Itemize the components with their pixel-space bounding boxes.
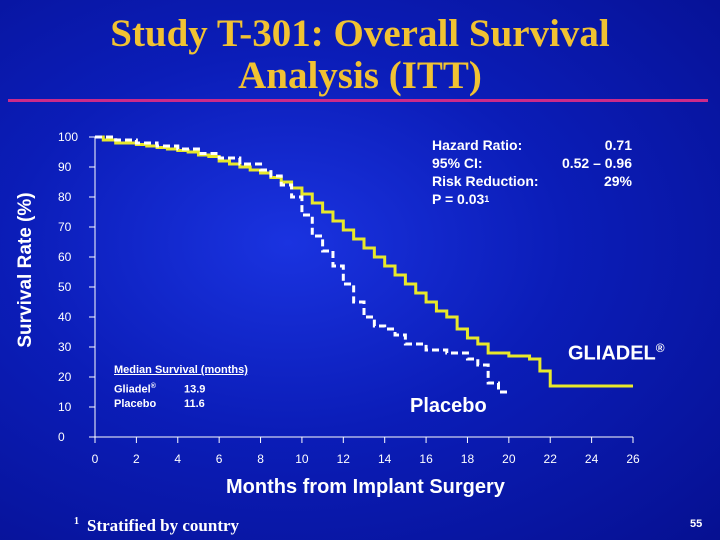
x-tick-label: 4 (174, 452, 181, 466)
x-tick-label: 26 (626, 452, 640, 466)
slide-title-line1: Study T-301: Overall Survival (110, 12, 610, 55)
y-tick-label: 10 (58, 400, 72, 414)
ci-row: 95% CI: 0.52 – 0.96 (432, 154, 632, 172)
x-tick-label: 24 (585, 452, 599, 466)
x-tick-label: 10 (295, 452, 309, 466)
chart-series (95, 135, 633, 394)
hazard-ratio-row: Hazard Ratio: 0.71 (432, 136, 632, 154)
risk-reduction-label: Risk Reduction: (432, 173, 539, 189)
placebo-survival-curve (95, 135, 509, 394)
gliadel-series-label: GLIADEL® (568, 341, 665, 365)
median-placebo-value: 11.6 (184, 398, 205, 410)
title-divider (8, 99, 708, 102)
risk-reduction-row: Risk Reduction: 29% (432, 172, 632, 190)
y-tick-label: 20 (58, 370, 72, 384)
stats-box: Hazard Ratio: 0.71 95% CI: 0.52 – 0.96 R… (432, 136, 632, 208)
footnote-text: Stratified by country (87, 516, 240, 535)
median-gliadel-name: Gliadel (114, 383, 151, 396)
median-placebo-name: Placebo (114, 398, 157, 410)
median-gliadel-row: Gliadel® 13.9 (114, 383, 205, 396)
x-tick-label: 14 (378, 452, 392, 466)
slide-title-line2: Analysis (ITT) (238, 54, 482, 97)
x-tick-label: 0 (92, 452, 99, 466)
registered-mark: ® (655, 341, 665, 355)
x-tick-label: 22 (544, 452, 558, 466)
median-gliadel-value: 13.9 (184, 383, 206, 396)
x-tick-label: 16 (419, 452, 433, 466)
p-value-row: P = 0.03 1 (432, 190, 632, 208)
x-tick-label: 18 (461, 452, 475, 466)
hazard-ratio-value: 0.71 (604, 137, 632, 153)
x-tick-label: 2 (133, 452, 140, 466)
x-tick-label: 12 (337, 452, 351, 466)
y-tick-label: 90 (58, 160, 72, 174)
y-tick-label: 50 (58, 280, 72, 294)
median-survival-title: Median Survival (months) (114, 364, 248, 376)
y-axis-label: Survival Rate (%) (15, 192, 36, 348)
hazard-ratio-label: Hazard Ratio: (432, 137, 523, 153)
x-tick-label: 6 (216, 452, 223, 466)
y-tick-label: 70 (58, 220, 72, 234)
risk-reduction-value: 29% (603, 173, 632, 189)
ci-label: 95% CI: (432, 155, 483, 171)
median-gliadel-mark: ® (150, 383, 156, 390)
p-value-label: P = 0.03 (432, 191, 485, 207)
median-placebo-row: Placebo 11.6 (114, 398, 205, 410)
y-tick-label: 80 (58, 190, 72, 204)
y-tick-label: 0 (58, 430, 65, 444)
y-tick-label: 100 (58, 130, 78, 144)
footnote-marker: 1 (74, 516, 79, 528)
footnote: 1 Stratified by country (74, 516, 239, 536)
x-tick-label: 20 (502, 452, 516, 466)
y-tick-label: 40 (58, 310, 72, 324)
ci-value: 0.52 – 0.96 (561, 155, 632, 171)
placebo-series-label: Placebo (410, 395, 487, 417)
gliadel-survival-curve (95, 135, 633, 388)
y-tick-label: 60 (58, 250, 72, 264)
x-tick-label: 8 (257, 452, 264, 466)
x-axis-label: Months from Implant Surgery (226, 476, 505, 498)
y-tick-label: 30 (58, 340, 72, 354)
p-value-footnote-mark: 1 (484, 194, 490, 204)
page-number: 55 (690, 518, 703, 530)
